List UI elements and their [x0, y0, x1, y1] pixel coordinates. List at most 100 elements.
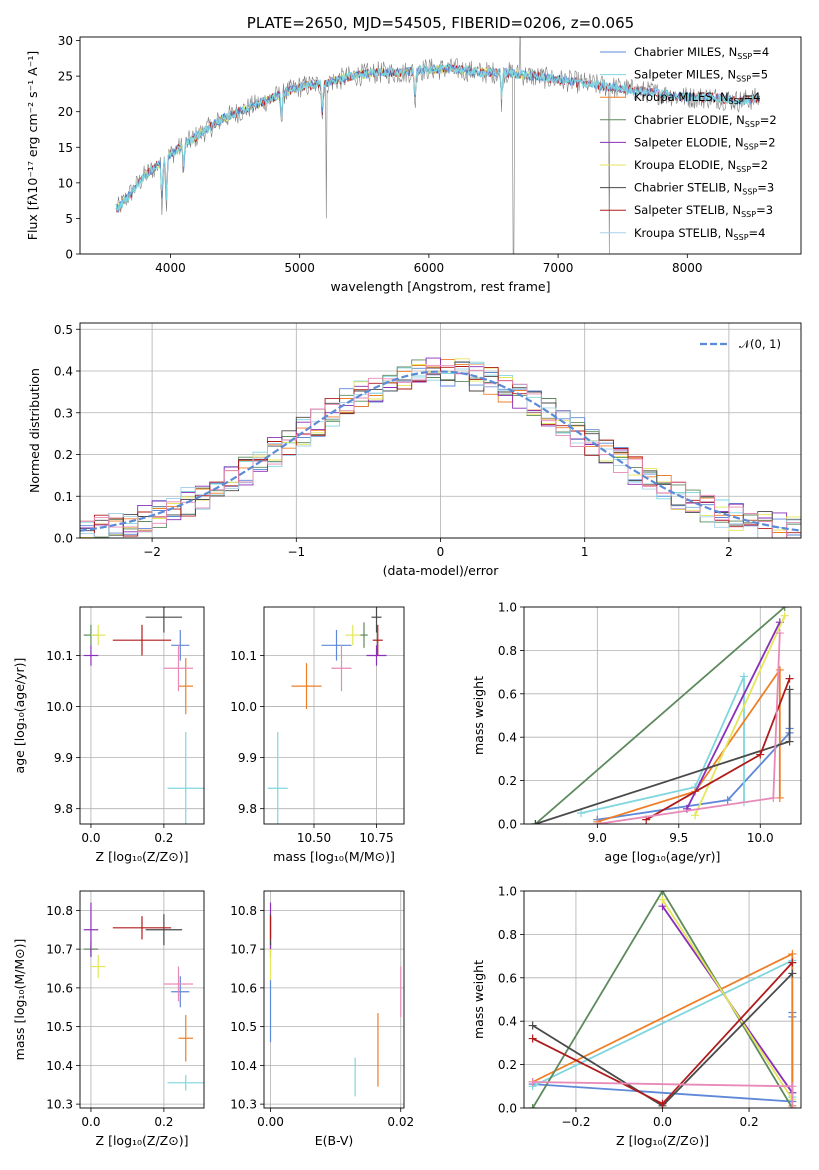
y-tick-label: 0.6: [498, 971, 517, 985]
y-tick-label: 10.1: [230, 649, 257, 663]
y-tick-label: 10.6: [230, 981, 257, 995]
x-tick-label: 0.0: [653, 1115, 672, 1129]
y-tick-label: 0.4: [54, 365, 73, 379]
y-tick-label: 10.3: [230, 1098, 257, 1112]
axes-frame: [79, 322, 802, 539]
normal-curve: [80, 370, 801, 532]
weight-marker: [528, 1034, 537, 1043]
weight-marker: [658, 895, 667, 904]
y-tick-label: 0.2: [54, 448, 73, 462]
weight-marker: [528, 1104, 537, 1108]
legend-entry: Kroupa STELIB, NSSP=4: [634, 226, 765, 242]
y-axis-label: age [log₁₀(age/yr)]: [12, 658, 27, 774]
weight-marker: [788, 1082, 797, 1091]
weight-marker: [691, 811, 700, 820]
histograms: [80, 357, 801, 538]
x-tick-label: 0.2: [154, 831, 173, 845]
y-tick-label: 0.4: [498, 1015, 517, 1029]
weight-marker: [769, 793, 778, 802]
weight-lines: [528, 891, 797, 1108]
weight-line: [661, 899, 794, 1100]
weight-marker: [788, 958, 797, 967]
axes-residuals: −2 −1 0 1 2 0.0 0.1 0.2 0.3 0.4 0.5 (data-model)/er…: [27, 322, 802, 578]
y-tick-label: 10.5: [230, 1020, 257, 1034]
weight-marker: [577, 809, 586, 818]
legend-entry: 𝒩(0, 1): [739, 337, 781, 351]
weight-marker: [775, 665, 784, 674]
weight-line: [597, 728, 791, 821]
weight-marker: [785, 685, 794, 694]
weight-marker: [780, 611, 789, 620]
y-tick-label: 0: [65, 248, 73, 262]
weight-marker: [658, 891, 667, 895]
x-tick-label: 7000: [543, 261, 574, 275]
x-axis-label: (data-model)/error: [383, 563, 500, 578]
axes-age-vs-mass: 10.50 10.75 9.8 9.9 10.0 10.1 mass [log₁₀(M/M⊙…: [230, 606, 405, 864]
weight-marker: [788, 969, 797, 978]
y-tick-label: 0.6: [498, 687, 517, 701]
y-tick-label: 20: [58, 105, 73, 119]
x-axis-label: Z [log₁₀(Z/Z⊙)]: [96, 849, 189, 864]
points: [267, 607, 387, 824]
x-tick-label: 0.0: [81, 1115, 100, 1129]
y-tick-label: 10.5: [46, 1020, 73, 1034]
y-tick-label: 10.0: [230, 700, 257, 714]
axes-weight-vs-age: 9.0 9.5 10.0 0.0 0.2 0.4 0.6 0.8 1.0 age [log₁₀(a…: [471, 601, 802, 864]
x-tick-label: −0.2: [561, 1115, 590, 1129]
weight-line: [686, 621, 781, 810]
y-tick-label: 0.1: [54, 490, 73, 504]
x-tick-label: 10.50: [297, 831, 331, 845]
y-tick-label: 10.4: [230, 1059, 257, 1073]
y-tick-label: 10.8: [230, 904, 257, 918]
weight-line: [597, 667, 781, 823]
axes-mass-vs-EBV: 0.00 0.02 10.3 10.4 10.5 10.6 10.7 10.8 E(B-V): [230, 890, 414, 1148]
axes-frame: [79, 890, 205, 1109]
axes-frame: [523, 890, 802, 1109]
x-axis-label: Z [log₁₀(Z/Z⊙)]: [616, 1133, 709, 1148]
x-tick-label: 0.2: [154, 1115, 173, 1129]
y-tick-label: 15: [58, 141, 73, 155]
y-tick-label: 1.0: [498, 885, 517, 899]
points: [83, 902, 204, 1091]
x-axis-label: wavelength [Angstrom, rest frame]: [330, 279, 550, 294]
weight-marker: [785, 737, 794, 746]
axes-frame: [79, 606, 205, 825]
legend-entry: Salpeter ELODIE, NSSP=2: [634, 135, 776, 151]
points: [83, 607, 204, 824]
x-tick-label: 0: [437, 545, 445, 559]
x-tick-label: 5000: [284, 261, 315, 275]
histogram-extra: [80, 364, 801, 538]
y-tick-label: 0.4: [498, 731, 517, 745]
y-tick-label: 5: [65, 212, 73, 226]
x-tick-label: 9.0: [588, 831, 607, 845]
x-tick-label: 4000: [155, 261, 186, 275]
weight-line: [580, 676, 745, 814]
x-tick-label: 10.0: [747, 831, 774, 845]
y-tick-label: 1.0: [498, 601, 517, 615]
y-tick-label: 25: [58, 70, 73, 84]
x-tick-label: 10.75: [359, 831, 393, 845]
weight-marker: [788, 949, 797, 958]
axes-frame: [263, 606, 405, 825]
x-tick-label: 8000: [672, 261, 703, 275]
y-tick-label: 0.0: [498, 818, 517, 832]
x-tick-label: 1: [581, 545, 589, 559]
y-axis-label: Normed distribution: [27, 368, 42, 493]
legend-entry: Chabrier ELODIE, NSSP=2: [634, 113, 777, 129]
axes-spectrum: 4000 5000 6000 7000 8000 0 5 10 15 20 25 30 waveleng…: [25, 34, 802, 294]
y-tick-label: 10.7: [230, 943, 257, 957]
y-axis-label: Flux [fλ10⁻¹⁷ erg cm⁻² s⁻¹ A⁻¹]: [25, 51, 40, 240]
y-tick-label: 10.0: [46, 700, 73, 714]
x-axis-label: mass [log₁₀(M/M⊙)]: [273, 849, 395, 864]
weight-lines: [531, 607, 794, 824]
points: [269, 902, 402, 1097]
y-tick-label: 30: [58, 34, 73, 48]
y-axis-label: mass weight: [471, 676, 486, 755]
legend-entry: Salpeter MILES, NSSP=5: [634, 68, 768, 84]
x-tick-label: 0.0: [81, 831, 100, 845]
axes-frame: [523, 606, 802, 825]
y-tick-label: 9.8: [238, 802, 257, 816]
weight-marker: [528, 1077, 537, 1086]
axes-weight-vs-Z: −0.2 0.0 0.2 0.0 0.2 0.4 0.6 0.8 1.0 Z [log₁₀(Z/Z…: [471, 885, 802, 1148]
